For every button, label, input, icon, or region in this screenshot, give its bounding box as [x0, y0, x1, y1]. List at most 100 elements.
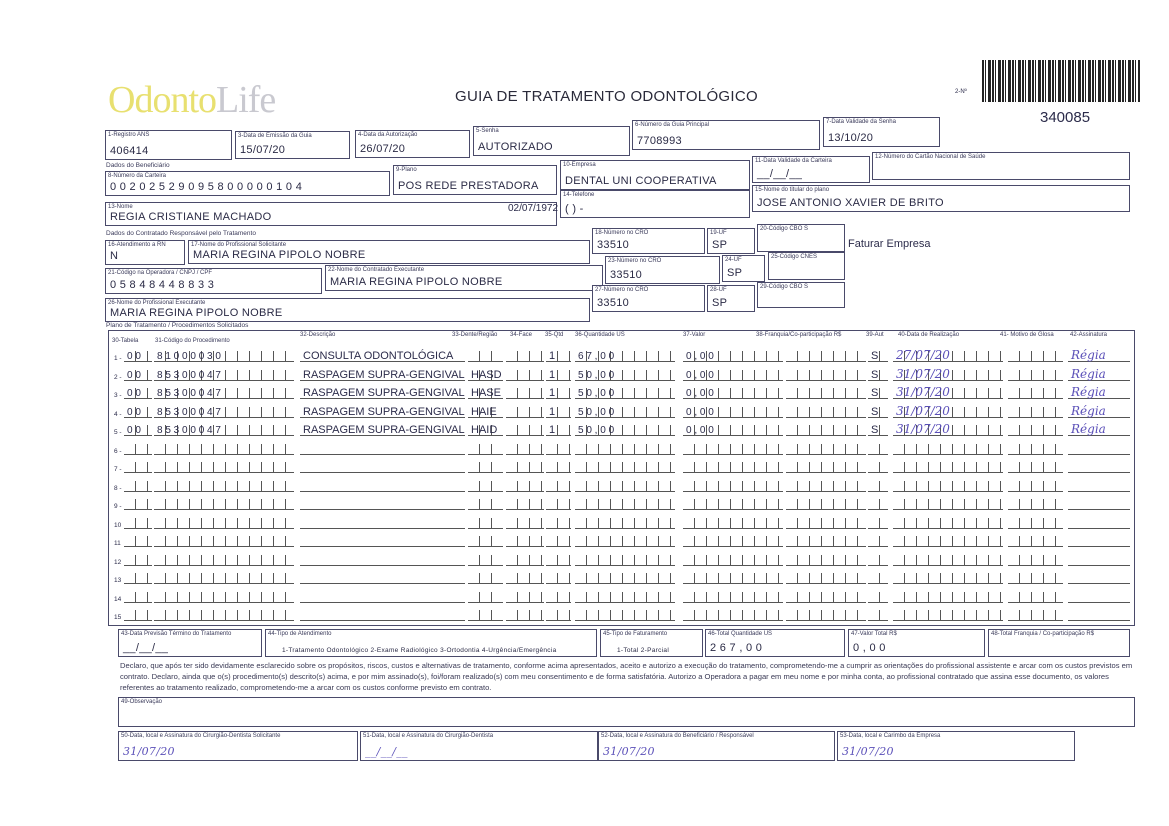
cell-regiao[interactable]: [468, 591, 503, 603]
cell-valor[interactable]: [683, 443, 783, 455]
cell-aut[interactable]: [868, 369, 888, 381]
cell-assinatura[interactable]: [1068, 385, 1130, 399]
cell-regiao[interactable]: [468, 462, 503, 473]
cell-glosa[interactable]: [1008, 443, 1063, 455]
field-f1[interactable]: 1-Registro ANS 406414: [105, 130, 232, 160]
cell-descricao[interactable]: [300, 589, 465, 603]
field-f12[interactable]: 12-Número do Cartão Nacional de Saúde: [872, 152, 1130, 180]
cell-aut[interactable]: [868, 406, 888, 418]
cell-assinatura[interactable]: [1068, 589, 1130, 603]
cell-us[interactable]: [575, 406, 675, 418]
cell-regiao[interactable]: [468, 425, 503, 436]
cell-descricao[interactable]: [300, 367, 465, 381]
field-f53[interactable]: 53-Data, local e Carimbo da Empresa 31/07…: [837, 731, 1075, 761]
cell-glosa[interactable]: [1008, 425, 1063, 436]
cell-qtd[interactable]: [546, 591, 571, 603]
field-f6[interactable]: 6-Número da Guia Principal 7708993: [632, 120, 820, 150]
cell-descricao[interactable]: [300, 404, 465, 418]
cell-tabela[interactable]: [124, 610, 152, 621]
cell-glosa[interactable]: [1008, 388, 1063, 399]
cell-aut[interactable]: [868, 499, 888, 510]
cell-face[interactable]: [506, 406, 544, 418]
cell-qtd[interactable]: [546, 517, 571, 529]
cell-valor[interactable]: [683, 610, 783, 621]
cell-assinatura[interactable]: [1068, 552, 1130, 566]
cell-codigo[interactable]: [154, 425, 294, 436]
cell-regiao[interactable]: [468, 351, 503, 362]
cell-codigo[interactable]: [154, 406, 294, 418]
cell-qtd[interactable]: [546, 554, 571, 566]
cell-aut[interactable]: [868, 573, 888, 584]
cell-aut[interactable]: [868, 610, 888, 621]
cell-us[interactable]: [575, 425, 675, 436]
cell-descricao[interactable]: [300, 552, 465, 566]
cell-franquia[interactable]: [786, 573, 866, 584]
cell-franquia[interactable]: [786, 351, 866, 362]
cell-codigo[interactable]: [154, 369, 294, 381]
cell-qtd[interactable]: [546, 536, 571, 547]
cell-face[interactable]: [506, 369, 544, 381]
cell-tabela[interactable]: [124, 369, 152, 381]
cell-data[interactable]: [893, 517, 1003, 529]
cell-aut[interactable]: [868, 462, 888, 473]
cell-regiao[interactable]: [468, 573, 503, 584]
field-f17[interactable]: 17-Nome do Profissional Solicitante MARIA…: [188, 240, 590, 264]
field-f3[interactable]: 3-Data de Emissão da Guia 15/07/20: [235, 131, 350, 159]
cell-us[interactable]: [575, 517, 675, 529]
cell-franquia[interactable]: [786, 554, 866, 566]
cell-face[interactable]: [506, 425, 544, 436]
cell-regiao[interactable]: [468, 443, 503, 455]
cell-data[interactable]: [893, 425, 1003, 436]
cell-face[interactable]: [506, 536, 544, 547]
field-f28[interactable]: 28-UF SP: [707, 285, 755, 312]
cell-qtd[interactable]: [546, 610, 571, 621]
cell-franquia[interactable]: [786, 462, 866, 473]
cell-tabela[interactable]: [124, 499, 152, 510]
cell-aut[interactable]: [868, 443, 888, 455]
cell-franquia[interactable]: [786, 480, 866, 492]
cell-qtd[interactable]: [546, 443, 571, 455]
cell-data[interactable]: [893, 351, 1003, 362]
field-f45[interactable]: 45-Tipo de Faturamento 1-Total 2-Parcial: [600, 629, 703, 657]
cell-us[interactable]: [575, 591, 675, 603]
cell-us[interactable]: [575, 499, 675, 510]
cell-valor[interactable]: [683, 406, 783, 418]
field-f43[interactable]: 43-Data Previsão Término do Tratamento __…: [118, 629, 262, 657]
field-f16[interactable]: 16-Atendimento a RN N: [105, 240, 185, 265]
cell-regiao[interactable]: [468, 480, 503, 492]
cell-qtd[interactable]: [546, 425, 571, 436]
cell-glosa[interactable]: [1008, 462, 1063, 473]
field-f25[interactable]: 25-Código CNES: [768, 252, 845, 280]
cell-qtd[interactable]: [546, 388, 571, 399]
field-f52[interactable]: 52-Data, local e Assinatura do Beneficiá…: [598, 731, 835, 761]
cell-face[interactable]: [506, 443, 544, 455]
cell-aut[interactable]: [868, 351, 888, 362]
cell-valor[interactable]: [683, 369, 783, 381]
field-f29[interactable]: 29-Código CBO S: [757, 282, 845, 308]
cell-face[interactable]: [506, 517, 544, 529]
cell-franquia[interactable]: [786, 536, 866, 547]
cell-us[interactable]: [575, 369, 675, 381]
cell-descricao[interactable]: [300, 459, 465, 473]
cell-franquia[interactable]: [786, 406, 866, 418]
cell-descricao[interactable]: [300, 607, 465, 621]
cell-valor[interactable]: [683, 388, 783, 399]
cell-codigo[interactable]: [154, 591, 294, 603]
field-f15[interactable]: 15-Nome do titular do plano JOSE ANTONIO …: [752, 185, 1130, 212]
cell-qtd[interactable]: [546, 369, 571, 381]
cell-assinatura[interactable]: [1068, 459, 1130, 473]
cell-codigo[interactable]: [154, 388, 294, 399]
cell-assinatura[interactable]: [1068, 404, 1130, 418]
field-f5[interactable]: 5-Senha AUTORIZADO: [473, 126, 630, 156]
cell-franquia[interactable]: [786, 610, 866, 621]
cell-aut[interactable]: [868, 554, 888, 566]
cell-tabela[interactable]: [124, 462, 152, 473]
field-f51[interactable]: 51-Data, local e Assinatura do Cirurgião…: [360, 731, 598, 761]
cell-codigo[interactable]: [154, 517, 294, 529]
cell-codigo[interactable]: [154, 443, 294, 455]
field-f50[interactable]: 50-Data, local e Assinatura do Cirurgião…: [118, 731, 358, 761]
cell-franquia[interactable]: [786, 499, 866, 510]
cell-face[interactable]: [506, 591, 544, 603]
cell-descricao[interactable]: [300, 441, 465, 455]
cell-glosa[interactable]: [1008, 591, 1063, 603]
